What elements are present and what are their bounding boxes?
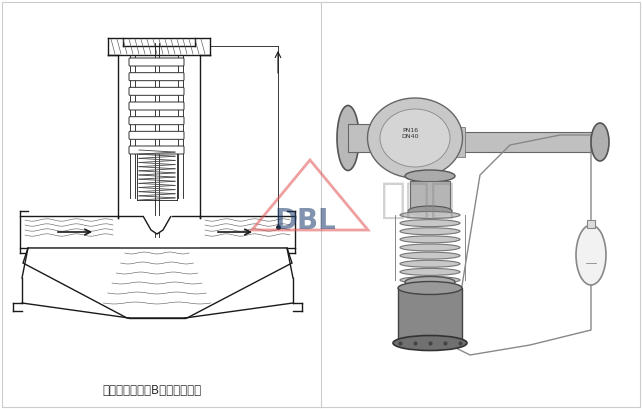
Bar [587,220,595,228]
FancyBboxPatch shape [129,58,184,66]
Ellipse shape [405,170,455,182]
Ellipse shape [400,268,460,275]
Ellipse shape [408,206,452,216]
Ellipse shape [400,211,460,218]
Ellipse shape [591,123,609,161]
Bar [440,127,465,157]
Polygon shape [23,248,292,318]
Bar [445,132,600,152]
Ellipse shape [337,106,359,171]
Ellipse shape [398,281,462,294]
Polygon shape [143,216,171,234]
FancyBboxPatch shape [129,88,184,95]
Ellipse shape [400,220,460,227]
Text: DN40: DN40 [401,133,419,139]
FancyBboxPatch shape [129,102,184,110]
Ellipse shape [380,109,450,167]
Ellipse shape [393,335,467,351]
FancyBboxPatch shape [129,117,184,125]
Ellipse shape [400,260,460,267]
Ellipse shape [576,225,606,285]
Polygon shape [143,216,171,234]
Ellipse shape [367,98,462,178]
Text: PN16: PN16 [402,128,418,133]
Bar [410,181,450,211]
Text: 阀后压力调节（B型）工作原理: 阀后压力调节（B型）工作原理 [103,384,202,396]
Ellipse shape [400,228,460,235]
Ellipse shape [400,236,460,243]
Bar [398,288,462,343]
FancyBboxPatch shape [129,146,184,154]
Ellipse shape [400,276,460,283]
Text: 杜位拉: 杜位拉 [381,179,456,221]
Text: DBL: DBL [274,207,336,235]
FancyBboxPatch shape [129,73,184,81]
Bar [348,124,373,152]
Ellipse shape [400,252,460,259]
FancyBboxPatch shape [129,131,184,139]
Ellipse shape [405,276,455,288]
Bar [430,134,445,150]
Ellipse shape [400,244,460,251]
